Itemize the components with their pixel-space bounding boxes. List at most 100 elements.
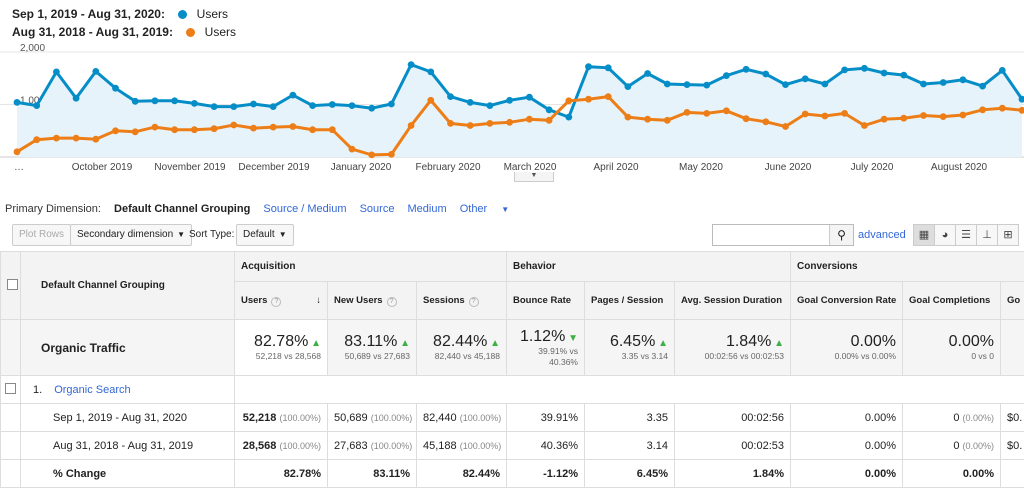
data-point-previous	[53, 134, 60, 142]
sort-type-label: Sort Type:	[189, 229, 235, 240]
change-goal-completions: 0.00%	[902, 459, 1002, 488]
summary-avg-session-duration: 1.84% ▲ 00:02:56 vs 00:02:53	[673, 319, 792, 376]
data-point-current	[624, 83, 632, 90]
arrow-up-icon: ▲	[311, 338, 321, 349]
help-icon[interactable]: ?	[271, 296, 282, 307]
data-point-previous	[604, 93, 612, 100]
dimension-source[interactable]: Source	[359, 203, 395, 215]
change-row: % Change 82.78% 83.11% 82.44% -1.12% 6.4…	[0, 459, 1024, 488]
data-point-current	[998, 67, 1006, 74]
data-point-previous	[348, 145, 356, 153]
data-point-previous	[506, 118, 513, 126]
data-point-previous	[250, 124, 257, 132]
data-point-current	[486, 102, 494, 109]
x-tick-label: July 2020	[851, 162, 894, 173]
group-conversions: Conversions	[790, 251, 1024, 282]
cell-bounce-rate: 40.36%	[506, 431, 585, 460]
col-pages-session[interactable]: Pages / Session	[584, 281, 675, 320]
cell-pct: (100.00%)	[279, 412, 321, 423]
row-checkbox[interactable]	[5, 382, 16, 394]
data-point-previous	[644, 115, 651, 123]
cell-pct: (100.00%)	[459, 412, 502, 423]
summary-users: 82.78% ▲ 52,218 vs 28,568	[234, 319, 328, 376]
pie-view-icon[interactable]: ◕	[934, 224, 956, 246]
data-point-previous	[801, 110, 809, 118]
search-icon[interactable]: ⚲	[829, 225, 853, 245]
col-users[interactable]: Users? ↓	[234, 281, 328, 320]
dimension-default-channel-grouping[interactable]: Default Channel Grouping	[114, 203, 251, 215]
summary-sub: 0.00% vs 0.00%	[834, 351, 897, 361]
col-goal-completions[interactable]: Goal Completions	[902, 281, 1002, 320]
table-search-input[interactable]: ⚲	[712, 224, 854, 246]
data-point-current	[821, 80, 829, 88]
help-icon[interactable]: ?	[386, 296, 397, 307]
col-sessions[interactable]: Sessions?	[416, 281, 507, 320]
select-all-checkbox[interactable]	[7, 278, 18, 290]
series-dot-blue-icon	[178, 10, 188, 19]
summary-sub: 50,689 vs 27,683	[344, 351, 410, 361]
secondary-dimension-dropdown[interactable]: Secondary dimension ▼	[70, 224, 193, 246]
data-point-current	[230, 103, 238, 110]
col-bounce-rate[interactable]: Bounce Rate	[506, 281, 585, 320]
data-point-previous	[585, 95, 592, 103]
change-new-users: 83.11%	[327, 459, 417, 488]
col-goal-conversion-rate-label: Goal Conversion Rate	[797, 295, 897, 306]
data-point-previous	[939, 113, 947, 120]
row-select-cell[interactable]	[0, 375, 21, 404]
row-spacer	[0, 431, 21, 460]
data-point-current	[742, 65, 750, 73]
help-icon[interactable]: ?	[468, 296, 479, 307]
data-point-previous	[900, 114, 908, 122]
x-tick-label: August 2020	[931, 162, 988, 173]
summary-value: 83.11%	[344, 333, 398, 350]
arrow-up-icon: ▲	[774, 338, 785, 349]
col-new-users[interactable]: New Users?	[327, 281, 417, 320]
cell-pct: (100.00%)	[370, 440, 413, 451]
performance-view-icon[interactable]: ☰	[955, 224, 977, 246]
data-point-previous	[959, 111, 967, 119]
col-goal-conversion-rate[interactable]: Goal Conversion Rate	[790, 281, 904, 320]
legend-label-current: Users	[196, 7, 228, 21]
table-view-icon[interactable]: ▦	[913, 224, 935, 246]
col-default-channel-grouping: Default Channel Grouping	[20, 251, 235, 320]
data-point-current	[604, 64, 612, 72]
data-point-current	[801, 75, 809, 83]
x-tick-label: December 2019	[238, 162, 310, 173]
data-point-previous	[1018, 106, 1024, 114]
comparison-view-icon[interactable]: ⊥	[976, 224, 998, 246]
summary-new-users: 83.11% ▲ 50,689 vs 27,683	[327, 319, 417, 376]
dimension-other[interactable]: Other ▼	[460, 203, 519, 215]
channel-organic-search-link[interactable]: Organic Search	[54, 383, 131, 396]
data-point-previous	[742, 115, 750, 123]
data-point-current	[506, 96, 513, 104]
data-point-current	[92, 68, 100, 75]
data-point-previous	[309, 126, 316, 134]
x-tick-label: …	[14, 162, 24, 173]
advanced-filter-link[interactable]: advanced	[858, 229, 906, 241]
data-point-previous	[407, 122, 415, 129]
sort-type-value: Default	[243, 229, 275, 240]
chart-collapse-handle[interactable]: ▼	[514, 172, 554, 182]
users-line-chart[interactable]: 2,000 1,000 October 2019 November 2019 Decem…	[0, 40, 1024, 180]
summary-value: 1.12%	[519, 327, 566, 345]
pivot-view-icon[interactable]: ⊞	[997, 224, 1019, 246]
data-point-current	[466, 99, 474, 106]
secondary-dimension-label: Secondary dimension	[77, 229, 174, 240]
col-goal-value[interactable]: Go	[1000, 281, 1024, 320]
col-avg-session-duration[interactable]: Avg. Session Duration	[673, 281, 792, 320]
data-point-current	[959, 76, 967, 84]
data-point-previous	[998, 104, 1006, 112]
dimension-source-medium[interactable]: Source / Medium	[263, 203, 347, 215]
cell-pct: (100.00%)	[459, 440, 502, 451]
dimension-medium[interactable]: Medium	[407, 203, 447, 215]
summary-sub: 3.35 vs 3.14	[621, 351, 668, 361]
arrow-up-icon: ▲	[658, 338, 668, 349]
data-point-previous	[151, 123, 159, 131]
cell-value: 28,568	[242, 439, 277, 452]
sort-type-dropdown[interactable]: Default ▼	[236, 224, 294, 246]
plot-rows-button[interactable]: Plot Rows	[12, 224, 72, 246]
legend-label-previous: Users	[204, 25, 236, 39]
select-all-cell[interactable]	[0, 251, 21, 320]
summary-label: Organic Traffic	[20, 319, 235, 376]
data-point-previous	[112, 127, 119, 135]
